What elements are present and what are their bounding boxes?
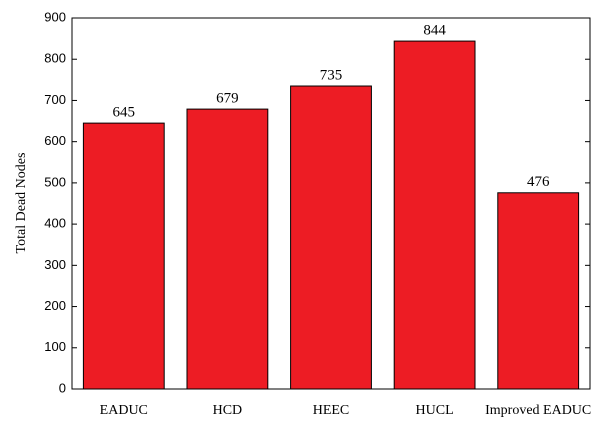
value-label: 735 <box>320 67 343 83</box>
x-tick-label: EADUC <box>100 403 148 418</box>
value-label: 679 <box>216 91 239 107</box>
plot-frame <box>71 17 591 390</box>
bar <box>82 122 165 390</box>
bar <box>186 108 269 390</box>
x-tick-label: HUCL <box>416 403 454 418</box>
y-tick-label: 900 <box>44 9 66 24</box>
x-tick-label: HEEC <box>313 403 350 418</box>
y-tick-label: 0 <box>59 380 66 395</box>
y-tick-label: 400 <box>44 216 66 231</box>
value-label: 645 <box>113 105 136 121</box>
y-tick-label: 800 <box>44 51 66 66</box>
y-tick-label: 600 <box>44 133 66 148</box>
y-tick-label: 500 <box>44 174 66 189</box>
y-axis-label: Total Dead Nodes <box>14 153 29 254</box>
x-tick-label: HCD <box>213 403 243 418</box>
bar <box>497 192 580 390</box>
y-tick-label: 100 <box>44 339 66 354</box>
bar <box>290 85 372 390</box>
bar <box>393 40 476 390</box>
value-label: 476 <box>527 174 550 190</box>
y-tick-label: 300 <box>44 257 66 272</box>
y-tick-label: 700 <box>44 92 66 107</box>
x-tick-label: Improved EADUC <box>485 403 591 418</box>
value-label: 844 <box>423 23 446 39</box>
y-tick-label: 200 <box>44 298 66 313</box>
